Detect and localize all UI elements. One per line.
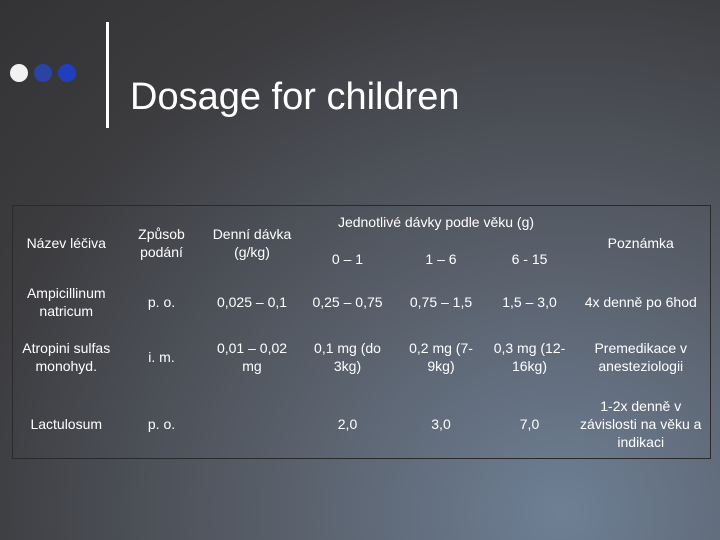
table-row: Lactulosum p. o. 2,0 3,0 7,0 1-2x denně … (13, 390, 711, 459)
white-dot-icon (10, 64, 28, 82)
drug-name: Lactulosum (30, 416, 103, 432)
header-route: Způsob podání (138, 226, 185, 260)
dose-age-0-1: 0,1 mg (do 3kg) (314, 340, 381, 374)
dose-age-1-6: 0,75 – 1,5 (409, 294, 473, 310)
dose-age-6-15: 7,0 (519, 416, 540, 432)
header-daily-dose: Denní dávka (g/kg) (212, 226, 292, 260)
dose-age-6-15: 1,5 – 3,0 (502, 294, 557, 310)
blue-dot-icon (58, 64, 76, 82)
header-row: Název léčiva Způsob podání Denní dávka (… (13, 206, 711, 260)
drug-name: Atropini sulfas monohyd. (22, 340, 111, 374)
dosage-table: Název léčiva Způsob podání Denní dávka (… (12, 205, 711, 459)
daily-dose: 0,025 – 0,1 (216, 294, 288, 310)
age-group-0-1: 0 – 1 (331, 251, 364, 267)
decorative-dots (10, 64, 76, 82)
slide-title: Dosage for children (130, 76, 460, 118)
route: i. m. (148, 349, 175, 365)
dose-age-6-15: 0,3 mg (12-16kg) (493, 340, 566, 374)
title-divider (106, 22, 109, 128)
table-row: Ampicillinum natricum p. o. 0,025 – 0,1 … (13, 280, 711, 324)
age-group-6-15: 6 - 15 (511, 251, 548, 267)
daily-dose: 0,01 – 0,02 mg (216, 340, 288, 374)
header-name: Název léčiva (26, 235, 106, 251)
note: 4x denně po 6hod (584, 294, 697, 310)
note: Premedikace v anesteziologii (594, 340, 688, 374)
dose-age-0-1: 0,25 – 0,75 (312, 294, 383, 310)
note: 1-2x denně v závislosti na věku a indika… (580, 398, 702, 450)
header-note: Poznámka (607, 235, 674, 251)
route: p. o. (147, 294, 176, 310)
route: p. o. (147, 416, 176, 432)
dose-age-1-6: 0,2 mg (7-9kg) (409, 340, 473, 374)
table-row: Atropini sulfas monohyd. i. m. 0,01 – 0,… (13, 324, 711, 390)
drug-name: Ampicillinum natricum (26, 285, 106, 319)
header-single-doses: Jednotlivé dávky podle věku (g) (337, 214, 535, 230)
daily-dose (204, 390, 301, 459)
dose-age-0-1: 2,0 (337, 416, 358, 432)
age-group-row: 0 – 1 1 – 6 6 - 15 (13, 238, 711, 280)
blue-dot-icon (34, 64, 52, 82)
age-group-1-6: 1 – 6 (425, 251, 457, 267)
dose-age-1-6: 3,0 (431, 416, 451, 432)
